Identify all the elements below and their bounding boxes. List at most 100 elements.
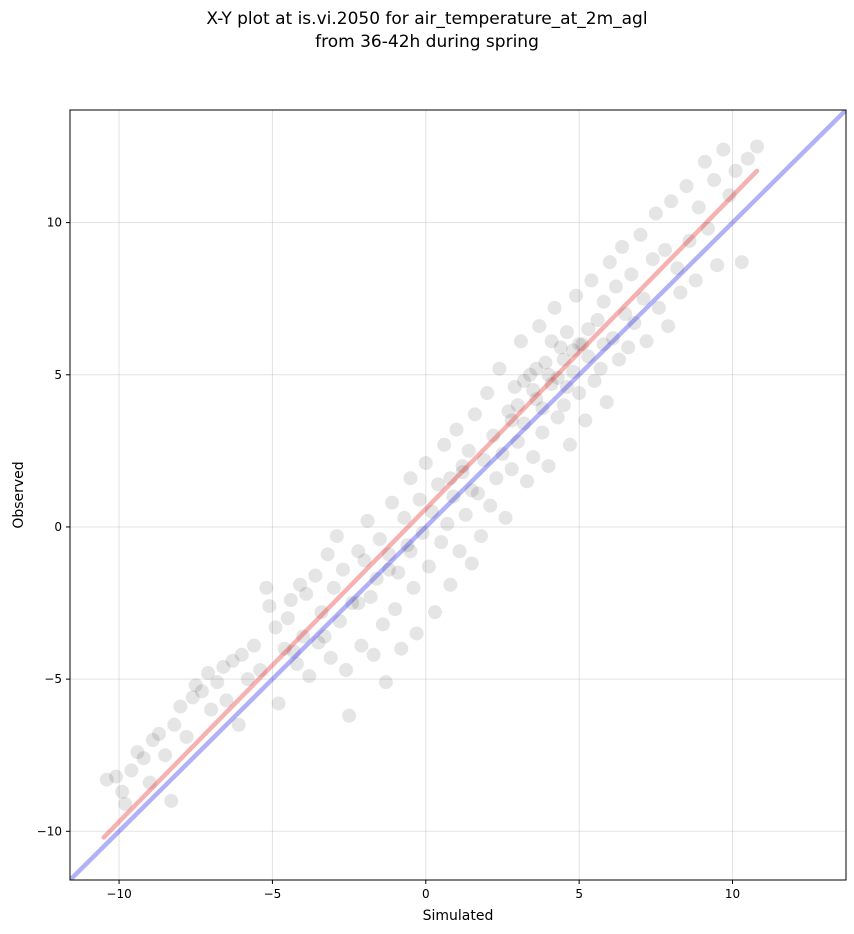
scatter-point: [458, 507, 473, 522]
scatter-point: [320, 547, 335, 562]
chart-title-line: X-Y plot at is.vi.2050 for air_temperatu…: [206, 9, 648, 29]
x-tick-label: 5: [575, 887, 583, 901]
scatter-point: [378, 675, 393, 690]
scatter-point: [421, 559, 436, 574]
scatter-point: [99, 772, 114, 787]
scatter-point: [750, 139, 765, 154]
scatter-point: [296, 629, 311, 644]
scatter-point: [575, 337, 590, 352]
scatter-point: [317, 629, 332, 644]
scatter-point: [234, 647, 249, 662]
scatter-point: [342, 708, 357, 723]
scatter-point: [253, 663, 268, 677]
scatter-point: [247, 638, 262, 653]
scatter-point: [397, 510, 412, 525]
scatter-point: [633, 227, 648, 242]
scatter-point: [188, 678, 203, 693]
scatter-point: [415, 526, 430, 541]
scatter-point: [679, 179, 694, 194]
scatter-point: [323, 650, 338, 665]
scatter-point: [219, 693, 234, 708]
scatter-point: [424, 504, 439, 519]
fit-lines: [70, 110, 846, 880]
scatter-point: [716, 142, 731, 157]
scatter-point: [495, 446, 510, 461]
scatter-point: [194, 684, 209, 699]
scatter-point: [707, 173, 722, 187]
scatter-point: [636, 291, 651, 306]
scatter-point: [584, 273, 599, 288]
scatter-point: [403, 544, 418, 559]
scatter-point: [489, 471, 504, 486]
scatter-point: [556, 398, 571, 413]
scatter-point: [645, 252, 660, 267]
scatter-point: [339, 663, 354, 677]
scatter-point: [464, 556, 479, 571]
scatter-point: [259, 580, 274, 595]
scatter-point: [559, 379, 574, 394]
scatter-point: [529, 392, 544, 407]
scatter-point: [115, 784, 130, 799]
scatter-point: [388, 602, 403, 617]
scatter-point: [581, 349, 596, 364]
scatter-point: [532, 319, 547, 334]
scatter-point: [504, 462, 519, 477]
scatter-point: [210, 675, 225, 690]
scatter-point: [440, 516, 455, 531]
scatter-point: [596, 337, 611, 352]
scatter-point: [559, 325, 574, 340]
scatter-point: [550, 370, 565, 385]
scatter-point: [280, 611, 295, 626]
scatter-point: [225, 653, 240, 668]
scatter-point: [455, 459, 470, 474]
scatter-point: [566, 364, 581, 379]
scatter-point: [498, 510, 513, 525]
scatter-point: [562, 437, 577, 452]
x-axis-label: Simulated: [423, 908, 494, 924]
scatter-point: [277, 641, 292, 656]
y-tick-label: −5: [44, 672, 62, 686]
scatter-point: [523, 367, 538, 382]
scatter-point: [673, 285, 688, 300]
scatter-point: [357, 553, 372, 568]
scatter-point: [682, 233, 697, 248]
x-tick-label: 10: [725, 887, 740, 901]
scatter-point: [216, 659, 231, 674]
scatter-point: [452, 544, 467, 559]
scatter-point: [299, 586, 314, 601]
scatter-point: [590, 313, 605, 327]
scatter-point: [403, 471, 418, 486]
scatter-point: [477, 453, 492, 467]
scatter-point: [455, 465, 470, 480]
chart-subtitle-line: from 36-42h during spring: [315, 32, 539, 52]
scatter-point: [734, 255, 749, 270]
scatter-point: [394, 641, 409, 656]
scatter-point: [167, 717, 182, 732]
scatter-point: [262, 599, 277, 614]
scatter-point: [443, 471, 458, 486]
scatter-point: [464, 483, 479, 498]
scatter-point: [470, 486, 485, 501]
scatter-point: [661, 319, 676, 334]
scatter-point: [648, 206, 663, 221]
scatter-point: [572, 386, 587, 401]
scatter-point: [142, 775, 157, 790]
scatter-point: [639, 334, 654, 349]
scatter-point: [381, 547, 396, 562]
scatter-point: [308, 568, 323, 583]
scatter-point: [722, 188, 737, 203]
scatter-point: [130, 745, 145, 760]
scatter-point: [621, 340, 636, 355]
scatter-point: [700, 221, 715, 236]
scatter-point: [480, 386, 495, 401]
scatter-point: [231, 717, 246, 732]
scatter-point: [418, 456, 433, 471]
y-axis-label: Observed: [11, 461, 27, 528]
scatter-point: [535, 425, 550, 440]
scatter-point: [461, 443, 476, 458]
scatter-point: [507, 379, 522, 394]
scatter-point: [544, 334, 559, 349]
y-tick-label: 5: [54, 368, 62, 382]
scatter-point: [740, 151, 755, 166]
scatter-point: [145, 733, 160, 747]
